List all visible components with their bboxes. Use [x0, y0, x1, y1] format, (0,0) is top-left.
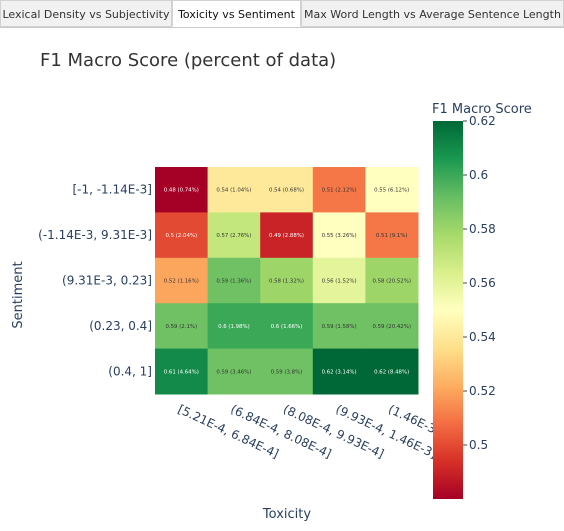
heatmap-cell-label: 0.51 (9.1%): [376, 233, 408, 239]
y-tick-label: (0.23, 0.4]: [89, 319, 152, 333]
heatmap-cell-label: 0.52 (1.16%): [164, 279, 199, 285]
heatmap-cell-label: 0.6 (1.66%): [271, 324, 303, 330]
heatmap-cell: [155, 257, 209, 304]
y-tick-label: (-1.14E-3, 9.31E-3]: [38, 228, 152, 242]
heatmap-cell-label: 0.62 (3.14%): [322, 369, 357, 375]
y-tick-label: [-1, -1.14E-3]: [72, 183, 152, 197]
heatmap-cell-label: 0.59 (1.36%): [216, 279, 251, 285]
heatmap-cell-label: 0.55 (3.26%): [322, 233, 357, 239]
colorbar-tick-label: 0.62: [469, 114, 496, 128]
heatmap-cell-label: 0.59 (2.1%): [165, 324, 197, 330]
heatmap-cell-label: 0.58 (1.32%): [269, 279, 304, 285]
colorbar-title: F1 Macro Score: [432, 102, 532, 117]
heatmap-cell: [312, 167, 366, 213]
colorbar-tick-label: 0.6: [469, 168, 488, 182]
heatmap-cell: [155, 348, 209, 395]
heatmap-cell: [365, 167, 419, 213]
heatmap-cell: [260, 167, 314, 213]
heatmap-cell-label: 0.51 (2.12%): [322, 188, 357, 194]
y-axis-title: Sentiment: [11, 261, 26, 328]
heatmap-cell-label: 0.58 (20.52%): [372, 279, 410, 285]
heatmap-cell: [365, 257, 419, 304]
heatmap-cell: [260, 348, 314, 395]
heatmap-cell: [312, 257, 366, 304]
heatmap-cell-label: 0.59 (3.8%): [271, 369, 303, 375]
heatmap-cell-label: 0.59 (1.58%): [322, 324, 357, 330]
heatmap-cell: [312, 348, 366, 395]
heatmap-cell: [207, 212, 261, 259]
colorbar-tick-label: 0.58: [469, 222, 496, 236]
tab-lexical-density-vs-subjectivity[interactable]: Lexical Density vs Subjectivity: [0, 0, 172, 27]
heatmap-cell: [155, 303, 209, 350]
heatmap-cell: [260, 303, 314, 350]
heatmap-cell-label: 0.48 (0.74%): [164, 188, 199, 194]
heatmap-cell-label: 0.54 (0.68%): [269, 188, 304, 194]
heatmap-cell-label: 0.59 (20.42%): [372, 324, 410, 330]
heatmap-cell: [365, 303, 419, 350]
x-axis-title: Toxicity: [262, 507, 311, 522]
heatmap-cell-label: 0.6 (1.98%): [218, 324, 250, 330]
heatmap-cell: [312, 212, 366, 259]
colorbar-tick-label: 0.56: [469, 276, 496, 290]
heatmap-cell: [260, 257, 314, 304]
heatmap-cell-label: 0.59 (3.46%): [216, 369, 251, 375]
heatmap-cell: [207, 167, 261, 213]
chart-title: F1 Macro Score (percent of data): [40, 50, 337, 71]
heatmap-cell-label: 0.57 (2.76%): [216, 233, 251, 239]
y-tick-label: (0.4, 1]: [108, 364, 152, 378]
heatmap-cell-label: 0.54 (1.04%): [216, 188, 251, 194]
heatmap-cell: [260, 212, 314, 259]
colorbar-tick-label: 0.5: [469, 438, 488, 452]
tab-max-word-length-vs-average-sentence-length[interactable]: Max Word Length vs Average Sentence Leng…: [301, 0, 564, 27]
tab-toxicity-vs-sentiment[interactable]: Toxicity vs Sentiment: [172, 0, 301, 27]
heatmap-cell-label: 0.5 (2.04%): [165, 233, 197, 239]
heatmap-cell: [207, 303, 261, 350]
colorbar: [433, 121, 463, 499]
tab-bar: Lexical Density vs Subjectivity Toxicity…: [0, 0, 564, 28]
colorbar-tick-label: 0.54: [469, 330, 496, 344]
colorbar-tick-label: 0.52: [469, 384, 496, 398]
heatmap-cell-label: 0.56 (1.52%): [322, 279, 357, 285]
y-tick-label: (9.31E-3, 0.23]: [62, 274, 152, 288]
heatmap-cell: [365, 212, 419, 259]
heatmap-cell: [207, 348, 261, 395]
heatmap-cell-label: 0.62 (8.48%): [374, 369, 409, 375]
heatmap-cell-label: 0.49 (2.88%): [269, 233, 304, 239]
heatmap-cell-label: 0.55 (6.12%): [374, 188, 409, 194]
heatmap-cell: [207, 257, 261, 304]
heatmap-cell: [155, 167, 209, 213]
heatmap-cell: [365, 348, 419, 395]
heatmap-cell-label: 0.61 (4.64%): [164, 369, 199, 375]
heatmap-cell: [312, 303, 366, 350]
heatmap-cell: [155, 212, 209, 259]
